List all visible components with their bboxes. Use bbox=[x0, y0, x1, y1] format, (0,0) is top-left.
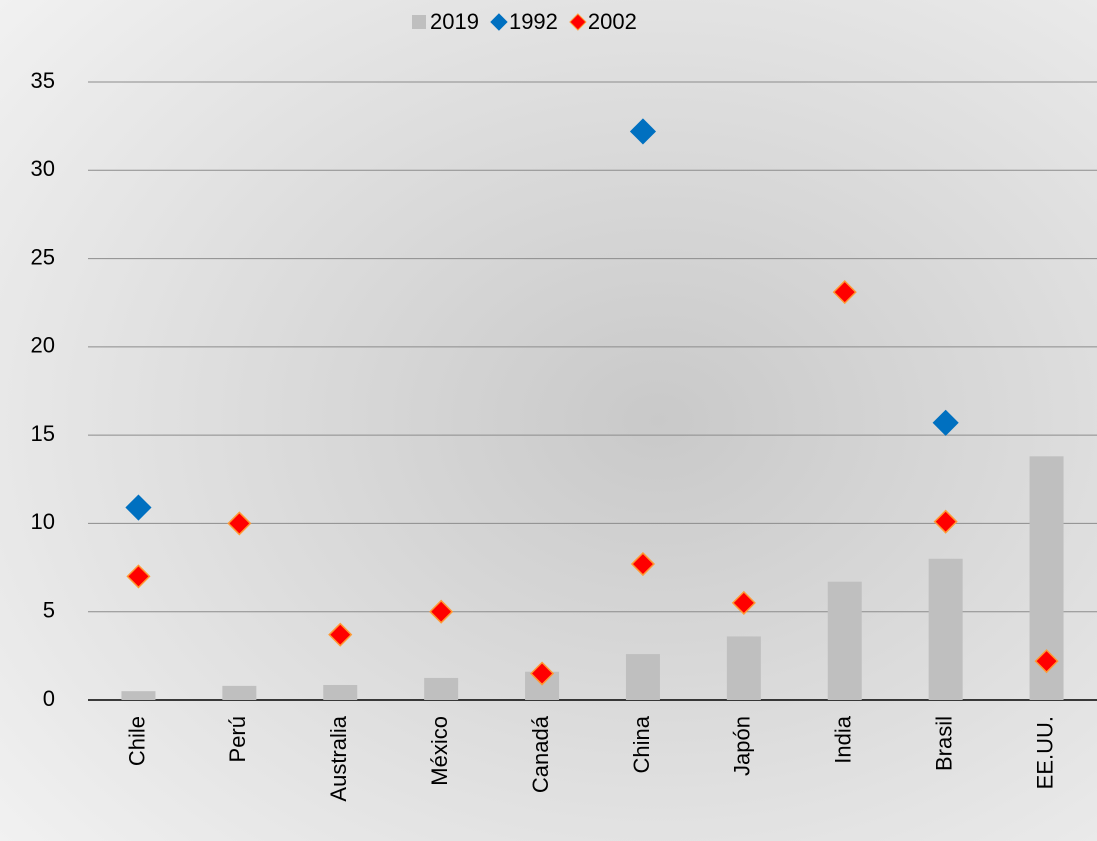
y-tick-label: 15 bbox=[31, 421, 55, 446]
bar bbox=[828, 582, 862, 700]
x-tick-label: Canadá bbox=[528, 715, 553, 793]
x-tick-label: Perú bbox=[225, 716, 250, 762]
x-tick-label: Australia bbox=[326, 715, 351, 801]
bar bbox=[121, 691, 155, 700]
legend-label: 2002 bbox=[588, 9, 637, 34]
bar bbox=[323, 685, 357, 700]
x-tick-label: Chile bbox=[124, 716, 149, 766]
y-tick-label: 25 bbox=[31, 244, 55, 269]
legend-label: 1992 bbox=[509, 9, 558, 34]
bar bbox=[424, 678, 458, 700]
y-tick-label: 20 bbox=[31, 333, 55, 358]
x-tick-label: Japón bbox=[730, 716, 755, 776]
bar bbox=[929, 559, 963, 700]
legend-label: 2019 bbox=[430, 9, 479, 34]
y-tick-label: 35 bbox=[31, 68, 55, 93]
chart: 2019 1992 2002 0 5 10 15 20 25 30 35 Chile Perú Aust… bbox=[0, 0, 1097, 841]
x-tick-label: China bbox=[629, 715, 654, 773]
background bbox=[0, 0, 1097, 841]
x-tick-label: India bbox=[831, 715, 856, 763]
bar bbox=[626, 654, 660, 700]
legend: 2019 1992 2002 bbox=[412, 9, 637, 34]
x-tick-label: Brasil bbox=[931, 716, 956, 771]
y-tick-label: 0 bbox=[43, 686, 55, 711]
y-tick-label: 5 bbox=[43, 598, 55, 623]
x-tick-label: México bbox=[427, 716, 452, 786]
legend-swatch bbox=[412, 15, 426, 29]
bar bbox=[222, 686, 256, 700]
x-tick-label: EE.UU. bbox=[1032, 716, 1057, 789]
y-tick-label: 30 bbox=[31, 156, 55, 181]
y-tick-label: 10 bbox=[31, 509, 55, 534]
bar bbox=[727, 636, 761, 700]
